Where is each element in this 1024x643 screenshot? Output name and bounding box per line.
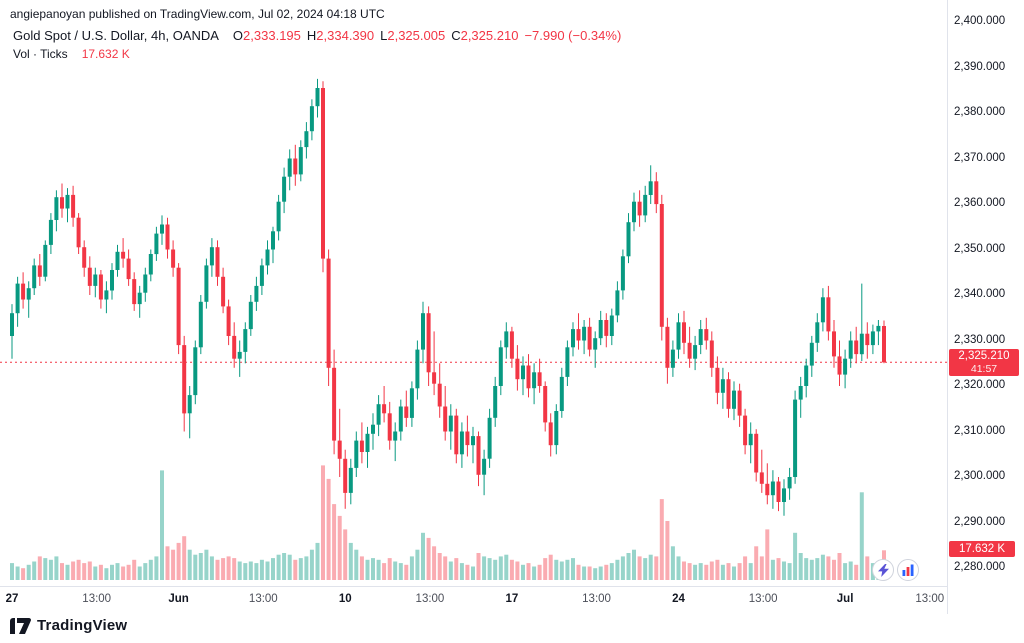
tradingview-logo[interactable]: TradingView [10,617,127,634]
time-axis-tick: 13:00 [248,593,278,605]
time-axis-tick: Jul [836,593,854,605]
attribution-text: angiepanoyan published on TradingView.co… [10,7,385,21]
price-axis-tick: 2,290.000 [954,515,1006,528]
bar-countdown: 41:57 [970,363,998,376]
price-change: −7.990 (−0.34%) [524,28,622,43]
price-axis-tick: 2,380.000 [954,106,1006,118]
ohlc-low-value: 2,325.005 [387,28,446,43]
price-axis-tick: 2,300.000 [954,470,1006,482]
price-axis-tick: 2,280.000 [954,561,1006,573]
price-axis-tick: 2,390.000 [954,60,1006,73]
time-axis-tick: 13:00 [915,593,945,605]
time-axis-tick: 13:00 [748,593,778,605]
time-axis-tick: 13:00 [582,593,611,605]
charts-reaction-button[interactable] [897,559,919,581]
bar-chart-icon [902,564,914,576]
time-axis-tick: 13:00 [415,593,445,605]
price-axis-tick: 2,400.000 [954,15,1006,27]
time-axis-tick: Jun [168,593,189,605]
time-axis-tick: 10 [338,593,352,605]
chart-pane[interactable] [0,0,947,586]
volume-indicator-title[interactable]: Vol · Ticks [13,47,68,61]
legend: Gold Spot / U.S. Dollar, 4h, OANDA O2,333… [13,27,621,63]
price-label-value: 2,325.210 [958,350,1010,363]
symbol-row: Gold Spot / U.S. Dollar, 4h, OANDA O2,333… [13,27,621,44]
ohlc-low-label: L [380,28,388,43]
ohlc-open-label: O [232,28,244,43]
time-axis-tick: 27 [5,593,19,605]
time-axis-tick: 24 [672,593,685,605]
lightning-icon [877,563,889,577]
time-axis-tick: 13:00 [82,593,112,605]
time-axis-tick: 17 [505,593,519,605]
price-axis-tick: 2,370.000 [954,151,1006,164]
price-axis-tick: 2,330.000 [954,333,1006,346]
symbol-title[interactable]: Gold Spot / U.S. Dollar, 4h, OANDA [13,28,219,43]
ohlc-open-value: 2,333.195 [243,28,301,43]
price-axis-tick: 2,320.000 [954,379,1006,391]
tradingview-wordmark: TradingView [37,617,128,634]
candlestick-plot[interactable] [0,0,947,586]
volume-indicator-value: 17.632 K [81,47,130,61]
volume-indicator-row: Vol · Ticks 17.632 K [13,46,621,63]
price-axis-tick: 2,360.000 [954,197,1006,209]
reaction-buttons [872,559,919,581]
ohlc-close-label: C [451,28,461,43]
boost-button[interactable] [872,559,894,581]
ohlc-close-value: 2,325.210 [460,28,519,43]
time-axis[interactable]: 27 13:00 Jun 13:00 10 13:00 17 13:00 24 13:00 Jul 1… [0,586,1024,614]
volume-label: 17.632 K [949,541,1015,558]
price-label: 2,325.210 41:57 [949,349,1019,377]
price-axis[interactable]: 2,325.210 41:57 17.632 K 2,400.000 2,390.… [947,0,1024,614]
tradingview-mark-icon [10,617,31,634]
ohlc-high-value: 2,334.390 [316,28,375,43]
price-axis-tick: 2,350.000 [954,242,1006,255]
price-axis-tick: 2,340.000 [954,288,1006,300]
price-axis-tick: 2,310.000 [954,424,1006,437]
ohlc-high-label: H [306,28,317,43]
